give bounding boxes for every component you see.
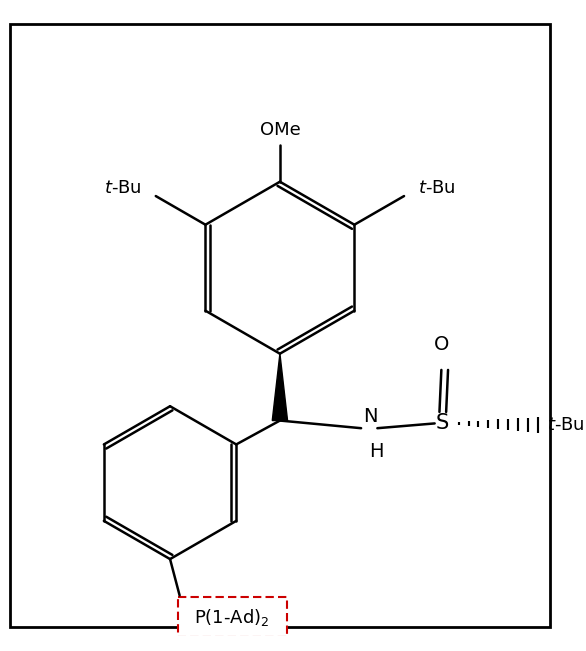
Text: S: S bbox=[436, 413, 449, 434]
Text: H: H bbox=[369, 441, 383, 460]
Text: OMe: OMe bbox=[260, 120, 300, 139]
Text: O: O bbox=[434, 335, 449, 353]
Text: N: N bbox=[363, 408, 377, 426]
FancyBboxPatch shape bbox=[178, 597, 287, 637]
Polygon shape bbox=[272, 353, 288, 421]
Text: P(1-Ad)$_2$: P(1-Ad)$_2$ bbox=[195, 607, 270, 628]
Text: $t$-Bu: $t$-Bu bbox=[418, 180, 456, 197]
Text: $t$-Bu: $t$-Bu bbox=[547, 417, 585, 434]
Text: $t$-Bu: $t$-Bu bbox=[104, 180, 141, 197]
